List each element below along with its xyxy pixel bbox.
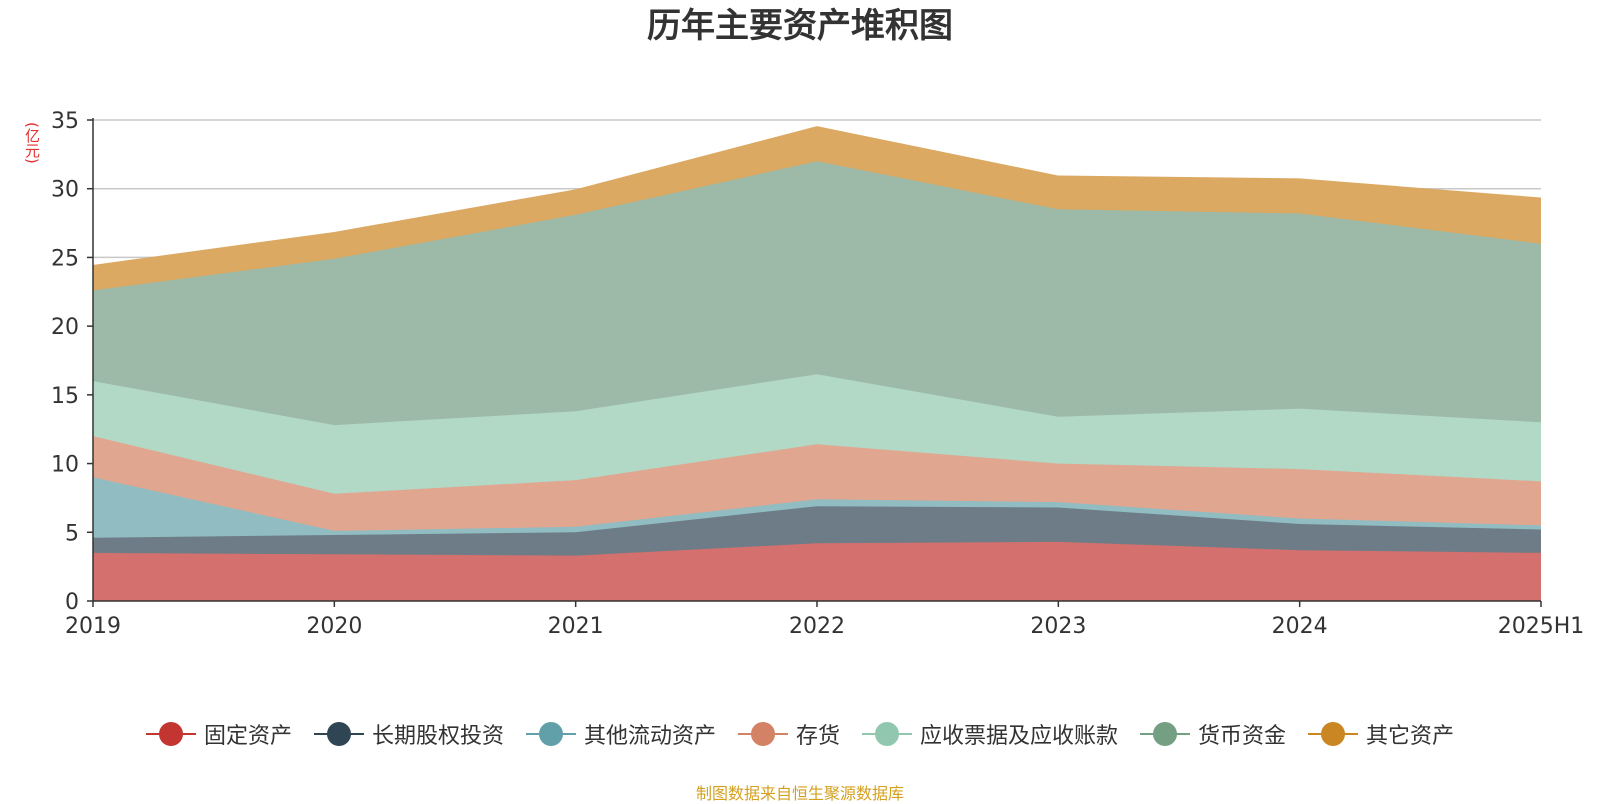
legend-item-1[interactable]: 长期股权投资	[313, 718, 504, 750]
legend-item-0[interactable]: 固定资产	[145, 718, 292, 750]
y-tick-label: 10	[51, 453, 79, 478]
legend-item-2[interactable]: 其他流动资产	[525, 718, 716, 750]
area-series-1	[93, 506, 1541, 556]
area-series-2	[93, 477, 1541, 538]
legend-label: 其它资产	[1366, 724, 1455, 749]
area-series	[92, 126, 1542, 601]
source-note: 制图数据来自恒生聚源数据库	[695, 784, 904, 803]
y-tick-label: 20	[51, 315, 79, 340]
area-series-6	[93, 126, 1541, 291]
legend-item-5[interactable]: 货币资金	[1140, 718, 1286, 750]
legend-marker-icon	[313, 722, 364, 746]
area-series-4	[93, 374, 1541, 494]
legend-label: 长期股权投资	[371, 724, 504, 749]
x-tick-label: 2024	[1272, 614, 1328, 639]
legend-marker-icon	[862, 722, 912, 746]
x-tick-label: 2023	[1030, 614, 1086, 639]
legend-label: 其他流动资产	[583, 724, 716, 749]
y-tick-label: 25	[51, 246, 79, 271]
x-tick-label: 2019	[65, 614, 121, 639]
legend-label: 货币资金	[1198, 724, 1287, 749]
legend-item-6[interactable]: 其它资产	[1308, 718, 1454, 750]
legend-marker-icon	[525, 722, 576, 746]
x-tick-label: 2020	[306, 614, 362, 639]
area-series-3	[93, 436, 1541, 531]
legend-marker-icon	[1140, 722, 1191, 746]
y-tick-label: 0	[65, 590, 79, 615]
legend-item-4[interactable]: 应收票据及应收账款	[862, 718, 1118, 750]
legend-item-3[interactable]: 存货	[737, 718, 840, 750]
legend-label: 固定资产	[203, 724, 292, 749]
y-tick-label: 35	[51, 109, 79, 134]
legend: 固定资产 长期股权投资 其他流动资产 存货 应收票据及应收账款 货币资金 其它资产	[0, 718, 1600, 750]
x-tick-label: 2022	[789, 614, 845, 639]
legend-label: 存货	[795, 724, 840, 749]
legend-marker-icon	[145, 722, 196, 746]
y-tick-label: 15	[51, 384, 79, 409]
area-edge-6	[92, 126, 1542, 267]
legend-marker-icon	[737, 722, 788, 746]
axes: 0 5 10 15 20 25 30 35 2019 2020 2021 2022 2023 2024 20…	[51, 109, 1584, 639]
y-tick-label: 5	[65, 521, 79, 546]
y-tick-label: 30	[51, 178, 79, 203]
x-tick-label: 2021	[548, 614, 604, 639]
x-tick-label: 2025H1	[1498, 614, 1585, 639]
y-axis-unit-label: (亿元)	[23, 122, 41, 164]
area-series-5	[93, 161, 1541, 426]
chart-title: 历年主要资产堆积图	[647, 6, 953, 46]
legend-label: 应收票据及应收账款	[920, 724, 1119, 749]
legend-marker-icon	[1308, 722, 1359, 746]
area-series-0	[93, 541, 1541, 601]
stacked-area-chart: 0 5 10 15 20 25 30 35 2019 2020 2021 2022 2023 2024 20…	[51, 109, 1584, 639]
